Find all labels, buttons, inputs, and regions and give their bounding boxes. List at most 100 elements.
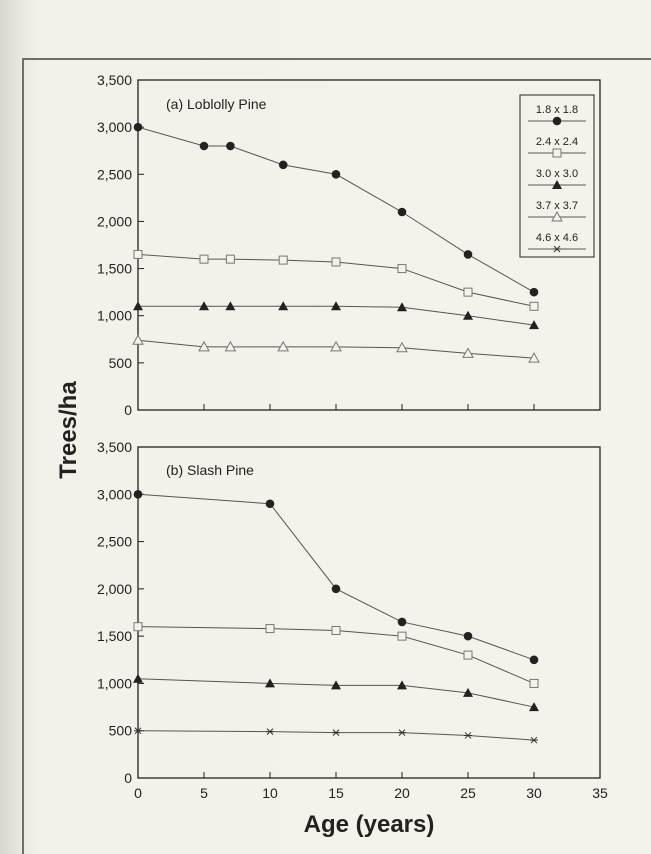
data-point-3-0-x-3-0 [278, 301, 289, 311]
legend-label: 4.6 x 4.6 [536, 232, 578, 244]
legend-box [519, 94, 595, 258]
data-point-1-8-x-1-8 [331, 584, 341, 594]
y-tick-label: 1,000 [97, 675, 132, 691]
data-point-2-4-x-2-4 [133, 622, 143, 632]
data-point-3-0-x-3-0 [397, 302, 407, 312]
data-point-3-0-x-3-0 [199, 301, 209, 311]
data-point-3-7-x-3-7 [396, 341, 408, 353]
y-tick-label: 3,500 [97, 72, 132, 88]
y-tick-label: 1,500 [97, 628, 132, 644]
data-point-1-8-x-1-8 [397, 617, 407, 627]
data-point-2-4-x-2-4 [529, 678, 539, 688]
data-point-2-4-x-2-4 [278, 255, 288, 265]
panel-b-title: (b) Slash Pine [166, 462, 254, 478]
data-point-3-0-x-3-0 [331, 680, 341, 690]
y-tick-label: 2,500 [97, 166, 132, 182]
data-point-1-8-x-1-8 [133, 489, 143, 499]
data-point-2-4-x-2-4 [529, 301, 539, 311]
x-tick-label: 20 [394, 785, 410, 801]
data-point-2-4-x-2-4 [265, 624, 275, 634]
x-tick-label: 25 [460, 785, 476, 801]
data-point-1-8-x-1-8 [133, 122, 143, 132]
panel-a-frame [137, 79, 601, 411]
y-tick-label: 2,500 [97, 534, 132, 550]
series-line-1-8-x-1-8 [137, 126, 535, 293]
data-point-3-0-x-3-0 [397, 680, 407, 690]
legend-swatch-marker [552, 116, 562, 126]
data-point-1-8-x-1-8 [463, 631, 473, 641]
y-tick-label: 1,000 [97, 308, 132, 324]
legend-swatch-marker [551, 210, 563, 222]
data-point-2-4-x-2-4 [133, 249, 143, 259]
data-point-1-8-x-1-8 [199, 141, 209, 151]
x-axis-title: Age (years) [304, 811, 435, 838]
data-point-2-4-x-2-4 [463, 650, 473, 660]
data-point-1-8-x-1-8 [463, 250, 473, 259]
y-tick-label: 0 [124, 770, 132, 786]
data-point-4-6-x-4-6 [464, 732, 472, 739]
x-tick-label: 5 [200, 785, 208, 801]
data-point-3-0-x-3-0 [225, 301, 236, 311]
data-point-2-4-x-2-4 [331, 625, 341, 635]
data-point-3-0-x-3-0 [133, 301, 143, 311]
series-line-1-8-x-1-8 [137, 493, 535, 661]
page-top-rule [22, 58, 651, 60]
x-tick-label: 30 [526, 785, 542, 801]
y-axis-title: Trees/ha [55, 381, 82, 479]
data-point-2-4-x-2-4 [463, 287, 473, 297]
legend-swatch-marker [552, 148, 562, 158]
data-point-2-4-x-2-4 [225, 254, 235, 264]
data-point-1-8-x-1-8 [278, 160, 288, 170]
legend-swatch-marker [553, 245, 561, 253]
data-point-3-0-x-3-0 [463, 310, 473, 320]
y-tick-label: 3,500 [97, 439, 132, 455]
legend-label: 3.0 x 3.0 [536, 168, 578, 180]
panel-loblolly-pine: 0 500 1,000 1,500 2,000 2,500 3,000 3,500 (a) L… [97, 72, 601, 418]
data-point-3-7-x-3-7 [462, 347, 474, 358]
series-line-4-6-x-4-6 [137, 730, 535, 741]
legend-label: 1.8 x 1.8 [536, 104, 578, 116]
data-point-4-6-x-4-6 [134, 727, 142, 735]
data-point-3-0-x-3-0 [331, 301, 341, 311]
panel-a-x-axis [137, 404, 601, 410]
series-line-2-4-x-2-4 [137, 626, 535, 684]
data-point-3-0-x-3-0 [265, 678, 275, 688]
y-tick-label: 500 [109, 355, 133, 371]
data-point-3-0-x-3-0 [463, 687, 473, 697]
y-tick-label: 500 [109, 723, 133, 739]
panel-a-series [132, 122, 540, 363]
panel-b-y-axis: 0 500 1,000 1,500 2,000 2,500 3,000 3,500 [97, 439, 144, 786]
data-point-3-0-x-3-0 [529, 320, 539, 330]
y-tick-label: 1,500 [97, 261, 132, 277]
series-line-3-0-x-3-0 [138, 305, 535, 326]
y-tick-label: 0 [124, 402, 132, 418]
legend-label: 3.7 x 3.7 [536, 200, 578, 212]
panel-b-frame [137, 446, 601, 779]
legend-swatch-marker [552, 180, 562, 189]
data-point-1-8-x-1-8 [529, 655, 539, 665]
data-point-2-4-x-2-4 [199, 254, 209, 264]
data-point-3-7-x-3-7 [132, 334, 144, 345]
data-point-1-8-x-1-8 [226, 141, 235, 151]
y-tick-label: 3,000 [97, 119, 132, 135]
data-point-4-6-x-4-6 [398, 729, 406, 736]
panel-a-title: (a) Loblolly Pine [166, 96, 267, 112]
panel-b-x-axis: 0 5 10 15 20 25 30 35 [134, 772, 608, 801]
y-tick-label: 2,000 [97, 581, 132, 597]
data-point-3-0-x-3-0 [133, 673, 143, 683]
panel-b-series [133, 489, 539, 744]
y-tick-label: 3,000 [97, 486, 132, 502]
data-point-2-4-x-2-4 [331, 257, 341, 267]
panel-slash-pine: 0 500 1,000 1,500 2,000 2,500 3,000 3,500 0 5 10 1… [97, 439, 608, 801]
x-tick-label: 35 [592, 785, 608, 801]
x-tick-label: 0 [134, 785, 142, 801]
data-point-2-4-x-2-4 [397, 264, 407, 274]
data-point-3-7-x-3-7 [528, 352, 540, 363]
data-point-3-7-x-3-7 [198, 340, 210, 352]
series-line-3-0-x-3-0 [137, 678, 535, 708]
x-tick-label: 15 [328, 785, 344, 801]
data-point-1-8-x-1-8 [529, 287, 539, 297]
data-point-2-4-x-2-4 [397, 631, 407, 641]
